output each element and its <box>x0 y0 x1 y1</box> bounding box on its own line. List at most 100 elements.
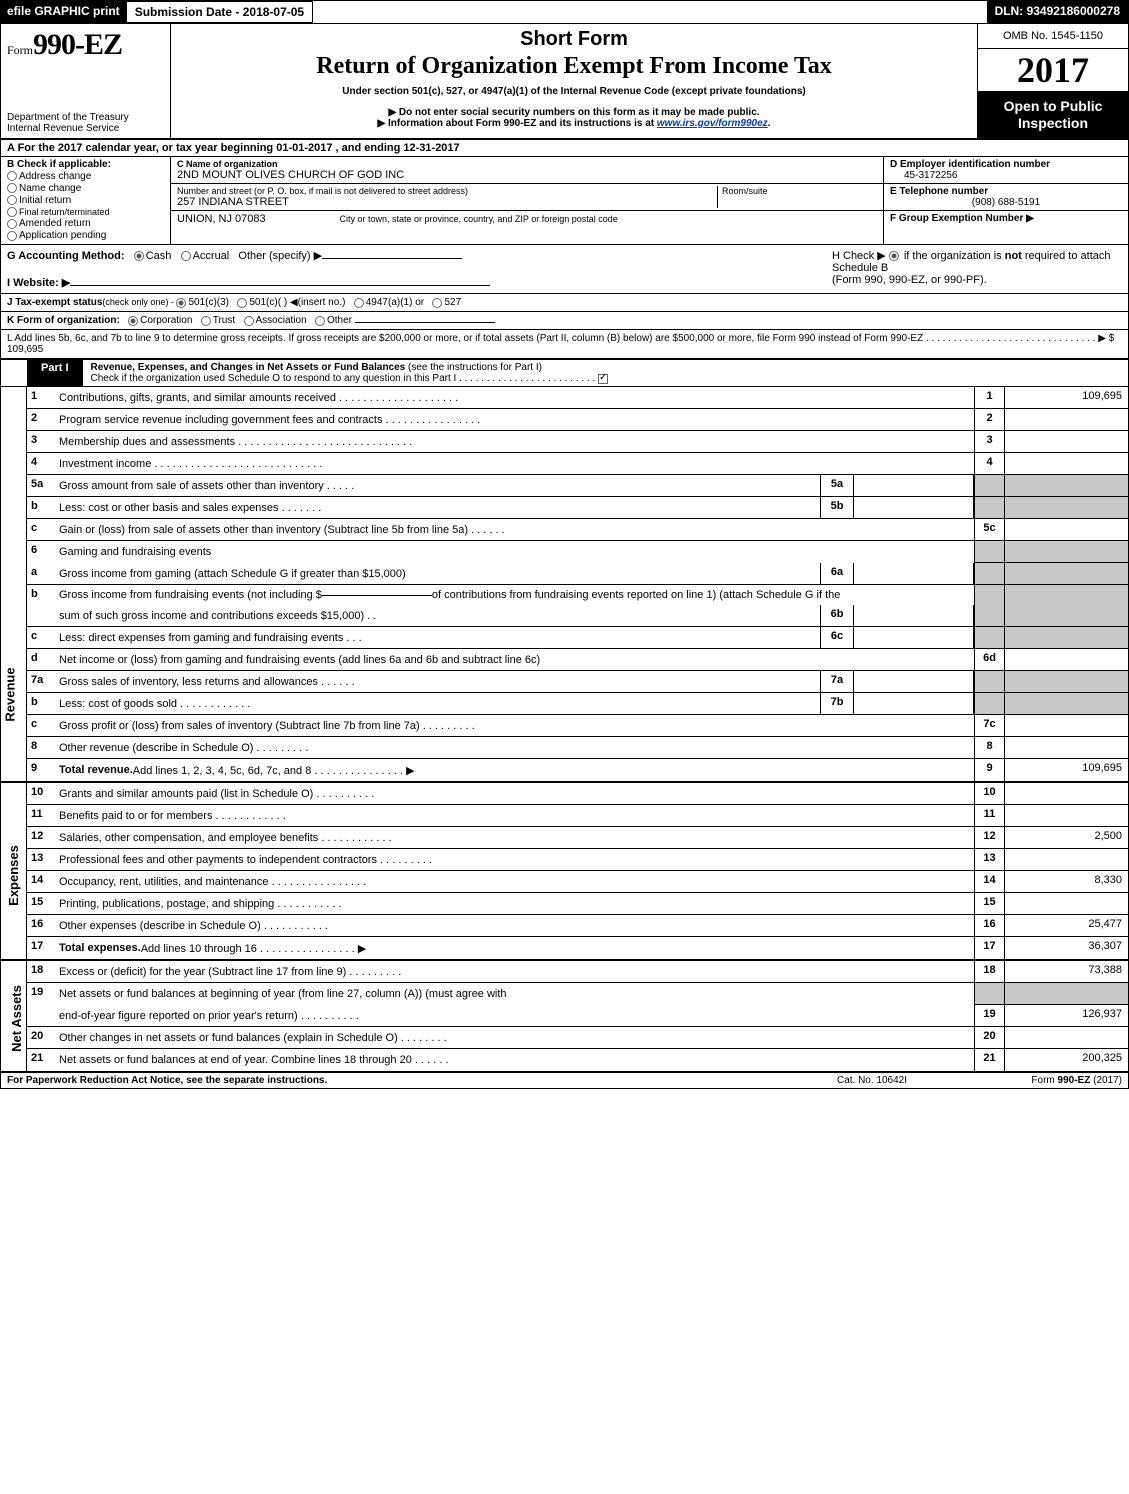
radio-4947[interactable] <box>354 298 364 308</box>
row-g-label: G Accounting Method: <box>7 250 125 262</box>
radio-cash-label: Cash <box>146 250 172 262</box>
org-city: UNION, NJ 07083 <box>177 213 337 225</box>
line-19-desc1: Net assets or fund balances at beginning… <box>57 983 974 1005</box>
footer-form-pre: Form <box>1031 1075 1057 1086</box>
line-7a-shade2 <box>1004 671 1128 692</box>
ck-schedule-o[interactable] <box>598 374 608 384</box>
row-i-input[interactable] <box>70 285 490 286</box>
line-17-rest: Add lines 10 through 16 . . . . . . . . … <box>141 942 367 955</box>
radio-corp[interactable] <box>128 316 138 326</box>
line-15-rno: 15 <box>974 893 1004 914</box>
line-14-no: 14 <box>27 871 57 892</box>
ck-final-return[interactable] <box>7 207 17 217</box>
line-10-desc: Grants and similar amounts paid (list in… <box>57 783 974 804</box>
box-c-name: C Name of organization 2ND MOUNT OLIVES … <box>171 157 883 184</box>
line-17-desc: Total expenses. Add lines 10 through 16 … <box>57 937 974 959</box>
radio-501c[interactable] <box>237 298 247 308</box>
line-10: 10 Grants and similar amounts paid (list… <box>27 783 1128 805</box>
line-8: 8 Other revenue (describe in Schedule O)… <box>27 737 1128 759</box>
box-c-city-row: UNION, NJ 07083 City or town, state or p… <box>171 211 883 227</box>
radio-assoc[interactable] <box>244 316 254 326</box>
line-7a-desc: Gross sales of inventory, less returns a… <box>57 671 820 692</box>
row-h-mid: if the organization is <box>904 250 1005 262</box>
line-21-no: 21 <box>27 1049 57 1071</box>
org-name: 2ND MOUNT OLIVES CHURCH OF GOD INC <box>177 169 877 181</box>
ck-name-change-label: Name change <box>19 183 81 194</box>
line-5a-mv <box>854 475 974 496</box>
line-6b-1: b Gross income from fundraising events (… <box>27 585 1128 605</box>
radio-527[interactable] <box>432 298 442 308</box>
line-6c-mv <box>854 627 974 648</box>
line-11: 11 Benefits paid to or for members . . .… <box>27 805 1128 827</box>
footer-left: For Paperwork Reduction Act Notice, see … <box>7 1075 772 1086</box>
radio-accrual[interactable] <box>181 251 191 261</box>
line-13-val <box>1004 849 1128 870</box>
header-mid: Short Form Return of Organization Exempt… <box>171 24 978 138</box>
line-4-rno: 4 <box>974 453 1004 474</box>
page-footer: For Paperwork Reduction Act Notice, see … <box>1 1073 1128 1088</box>
radio-501c3[interactable] <box>176 298 186 308</box>
ck-initial-return[interactable] <box>7 195 17 205</box>
line-6b-blank[interactable] <box>322 595 432 596</box>
row-k-pre: K Form of organization: <box>7 315 120 326</box>
line-20-val <box>1004 1027 1128 1048</box>
part1-desc: Revenue, Expenses, and Changes in Net As… <box>83 360 1128 386</box>
ck-amended[interactable] <box>7 219 17 229</box>
expenses-vlabel-text: Expenses <box>6 845 21 906</box>
ck-address-change[interactable] <box>7 171 17 181</box>
ck-schedule-b-not-required[interactable] <box>889 251 899 261</box>
line-19-no: 19 <box>27 983 57 1005</box>
line-5a: 5a Gross amount from sale of assets othe… <box>27 475 1128 497</box>
radio-trust[interactable] <box>201 316 211 326</box>
line-15-no: 15 <box>27 893 57 914</box>
ck-app-pending[interactable] <box>7 231 17 241</box>
row-g-other-input[interactable] <box>322 258 462 259</box>
line-7c-val <box>1004 715 1128 736</box>
radio-accrual-label: Accrual <box>193 250 230 262</box>
form-990ez-page1: efile GRAPHIC print Submission Date - 20… <box>0 0 1129 1089</box>
line-10-val <box>1004 783 1128 804</box>
info-post: . <box>768 118 771 129</box>
row-k-other-input[interactable] <box>355 322 495 323</box>
form-header: Form990-EZ Department of the Treasury In… <box>1 23 1128 140</box>
line-6d-desc: Net income or (loss) from gaming and fun… <box>57 649 974 670</box>
line-21: 21 Net assets or fund balances at end of… <box>27 1049 1128 1071</box>
header-right: OMB No. 1545-1150 2017 Open to Public In… <box>978 24 1128 138</box>
line-7b: b Less: cost of goods sold . . . . . . .… <box>27 693 1128 715</box>
line-5c-rno: 5c <box>974 519 1004 540</box>
ck-initial-return-label: Initial return <box>19 195 71 206</box>
box-e-label: E Telephone number <box>890 186 988 197</box>
line-18-rno: 18 <box>974 961 1004 982</box>
line-21-val: 200,325 <box>1004 1049 1128 1071</box>
efile-tag: efile GRAPHIC print <box>1 1 126 23</box>
line-3-no: 3 <box>27 431 57 452</box>
line-11-val <box>1004 805 1128 826</box>
line-4-no: 4 <box>27 453 57 474</box>
radio-other-label: Other <box>327 315 352 326</box>
line-7c-no: c <box>27 715 57 736</box>
ck-app-pending-label: Application pending <box>19 230 106 241</box>
line-6c-shade2 <box>1004 627 1128 648</box>
ck-address-change-label: Address change <box>19 171 91 182</box>
ck-final-return-label: Final return/terminated <box>19 207 110 217</box>
box-c: C Name of organization 2ND MOUNT OLIVES … <box>171 157 883 245</box>
line-16: 16 Other expenses (describe in Schedule … <box>27 915 1128 937</box>
info-link[interactable]: www.irs.gov/form990ez <box>657 118 768 129</box>
line-6c-no: c <box>27 627 57 648</box>
line-7b-mb: 7b <box>820 693 854 714</box>
line-3-rno: 3 <box>974 431 1004 452</box>
line-8-val <box>1004 737 1128 758</box>
line-6a-shade <box>974 563 1004 584</box>
line-8-no: 8 <box>27 737 57 758</box>
ssn-warning: ▶ Do not enter social security numbers o… <box>179 107 969 118</box>
line-6c: c Less: direct expenses from gaming and … <box>27 627 1128 649</box>
line-12-val: 2,500 <box>1004 827 1128 848</box>
ck-name-change[interactable] <box>7 183 17 193</box>
line-5a-shade <box>974 475 1004 496</box>
form-subtitle: Under section 501(c), 527, or 4947(a)(1)… <box>179 86 969 97</box>
omb-number: OMB No. 1545-1150 <box>978 24 1128 49</box>
dln: 93492186000278 <box>1027 4 1120 18</box>
radio-cash[interactable] <box>134 251 144 261</box>
radio-other[interactable] <box>315 316 325 326</box>
box-f-group: F Group Exemption Number ▶ <box>884 211 1128 226</box>
